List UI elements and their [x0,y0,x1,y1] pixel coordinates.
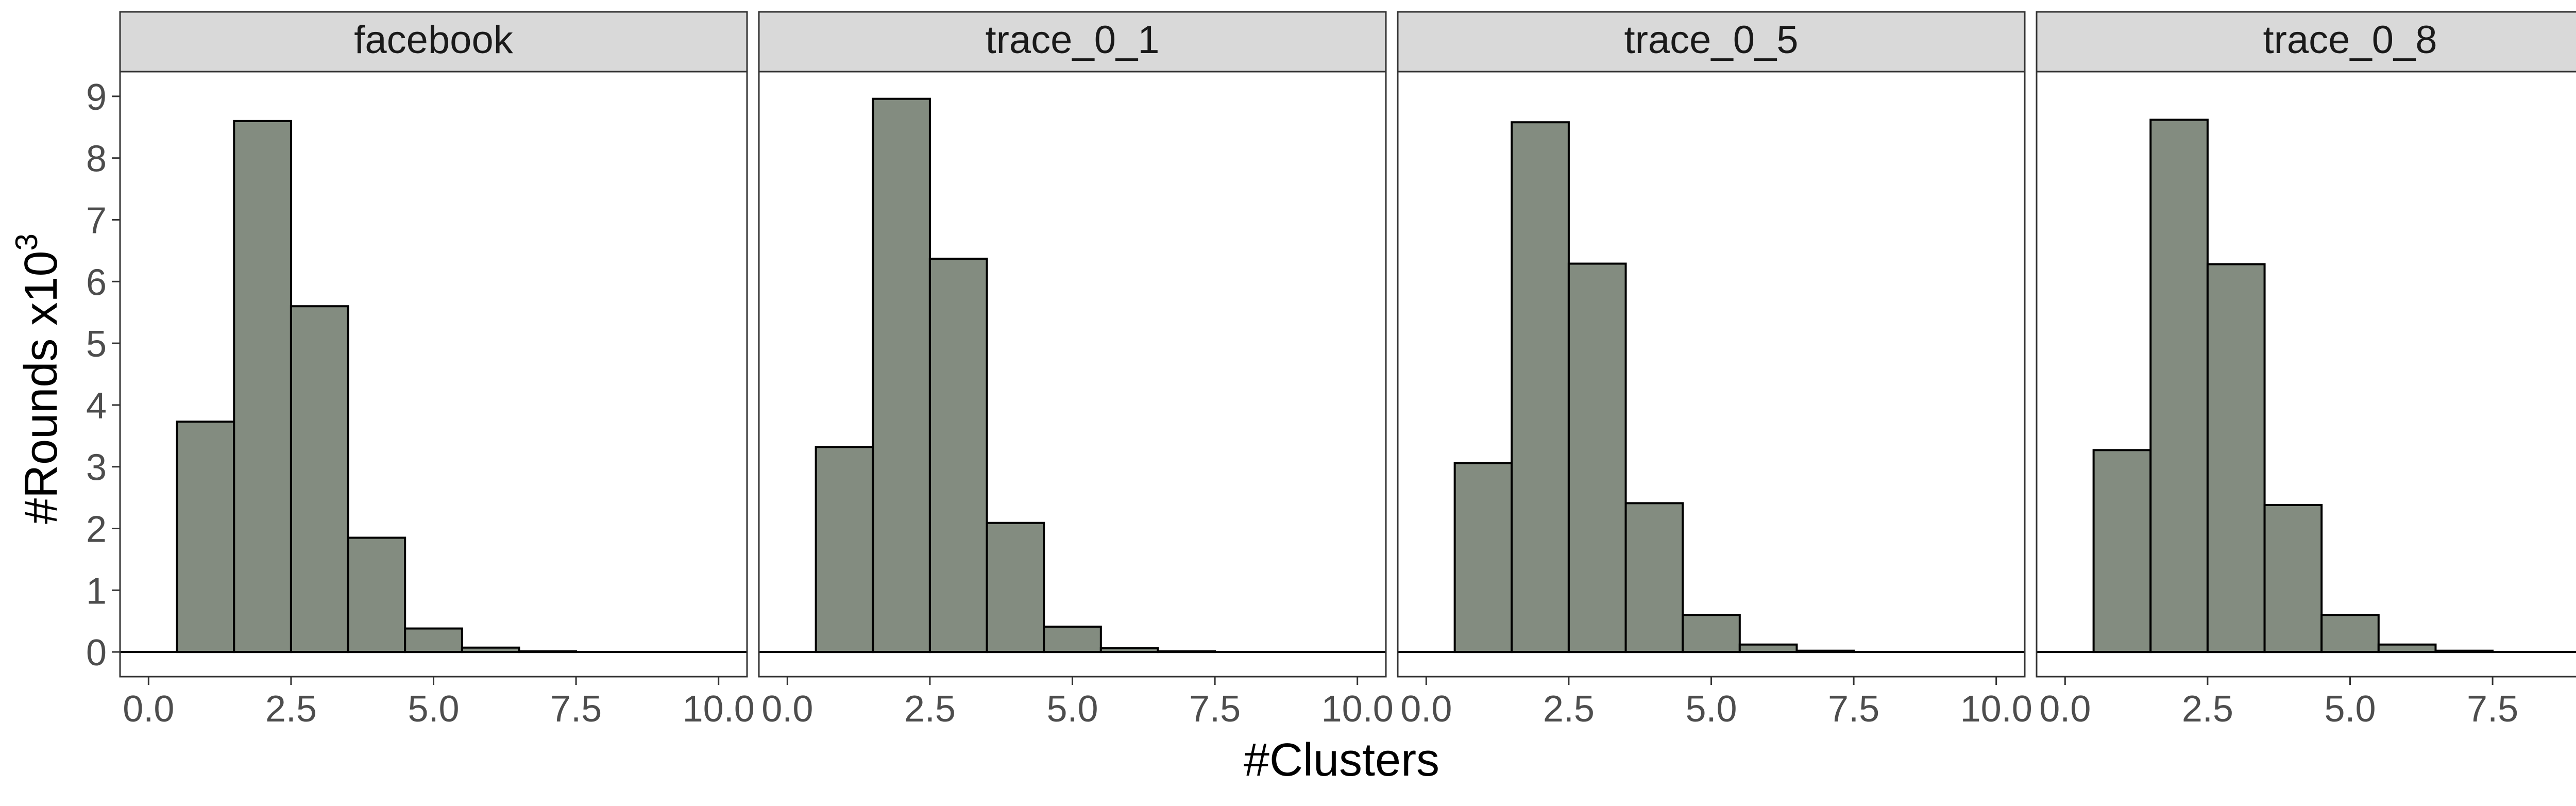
y-tick-label: 7 [86,200,107,242]
histogram-bar [2263,503,2323,653]
x-tick-label: 10.0 [683,689,755,730]
x-tick-label: 7.5 [1189,689,1241,730]
panel-title: facebook [354,18,513,62]
y-tick-label: 4 [86,385,107,427]
histogram-bar [1511,121,1570,653]
panel-trace_0_5: trace_0_5 0.0 2.5 5.0 7.5 10.0 [1397,11,2032,730]
x-tick-label: 2.5 [904,689,956,730]
y-tick-label: 6 [86,262,107,303]
histogram-bar [1453,462,1513,653]
histogram-bar [2206,263,2266,653]
y-axis-title-superscript: 3 [9,233,44,250]
y-tick-label: 1 [86,570,107,612]
panel-trace_0_8: trace_0_80.02.55.07.510.0 [2036,11,2576,730]
x-tick-label: 5.0 [1685,689,1737,730]
panel-strip [119,11,748,73]
histogram-bar [872,97,931,653]
x-tick-label: 5.0 [1046,689,1098,730]
x-tick-label: 0.0 [123,689,174,730]
x-tick-label: 7.5 [550,689,602,730]
y-axis-title: #Rounds x103 [9,233,67,524]
x-tick-label: 10.0 [1960,689,2032,730]
histogram-bar [518,650,578,653]
x-tick-label: 5.0 [408,689,459,730]
histogram-bar [2149,119,2209,653]
histogram-bar [2092,449,2152,653]
x-tick-label: 2.5 [1543,689,1595,730]
histogram-bar [1624,502,1684,653]
y-tick-label: 0 [86,632,107,674]
histogram-bar [1157,650,1216,653]
y-axis-title-main: #Rounds x10 [15,250,67,524]
histogram-bar [928,257,988,653]
histogram-bar [404,627,463,653]
x-tick-label: 0.0 [761,689,813,730]
histogram-bar [1738,643,1798,653]
histogram-bar [461,646,520,653]
panel-strip [758,11,1387,73]
x-tick-label: 0.0 [1400,689,1452,730]
panel-title: trace_0_1 [985,18,1159,62]
histogram-bar [290,305,349,653]
panel-strip [2036,11,2576,73]
x-tick-label: 7.5 [1828,689,1879,730]
x-tick-label: 7.5 [2467,689,2518,730]
histogram-bar [815,446,874,653]
histogram-bar [2434,649,2494,653]
histogram-bar [1043,625,1102,653]
histogram-bar [1099,647,1159,653]
panels-layer: facebook 0.0 2.5 5.0 7.5 10.0 trace_0_1 0.0 2.5 5… [119,11,2576,730]
x-tick-label: 2.5 [2182,689,2233,730]
histogram-bar [1795,649,1855,653]
histogram-bar [233,120,292,653]
y-tick-label: 8 [86,139,107,180]
panel-facebook: facebook 0.0 2.5 5.0 7.5 10.0 [119,11,755,730]
y-tick-label: 9 [86,77,107,118]
histogram-bar [2320,614,2380,653]
y-tick-label: 5 [86,324,107,365]
x-tick-label: 10.0 [1321,689,1394,730]
x-tick-label: 5.0 [2324,689,2376,730]
x-axis-title: #Clusters [1244,734,1439,786]
y-tick-label: 3 [86,447,107,489]
panel-trace_0_1: trace_0_1 0.0 2.5 5.0 7.5 10.0 [758,11,1394,730]
panel-title: trace_0_5 [1624,18,1798,62]
panel-title: trace_0_8 [2263,18,2437,62]
x-tick-label: 0.0 [2039,689,2091,730]
histogram-bar [347,536,406,653]
y-axis: 0 1 2 3 4 5 6 7 8 9 [86,77,120,674]
histogram-bar [2377,643,2437,653]
histogram-bar [1567,262,1627,653]
x-tick-label: 2.5 [265,689,317,730]
histogram-bar [986,522,1045,653]
y-tick-label: 2 [86,509,107,550]
histogram-bar [176,421,235,653]
histogram-bar [1682,614,1741,653]
